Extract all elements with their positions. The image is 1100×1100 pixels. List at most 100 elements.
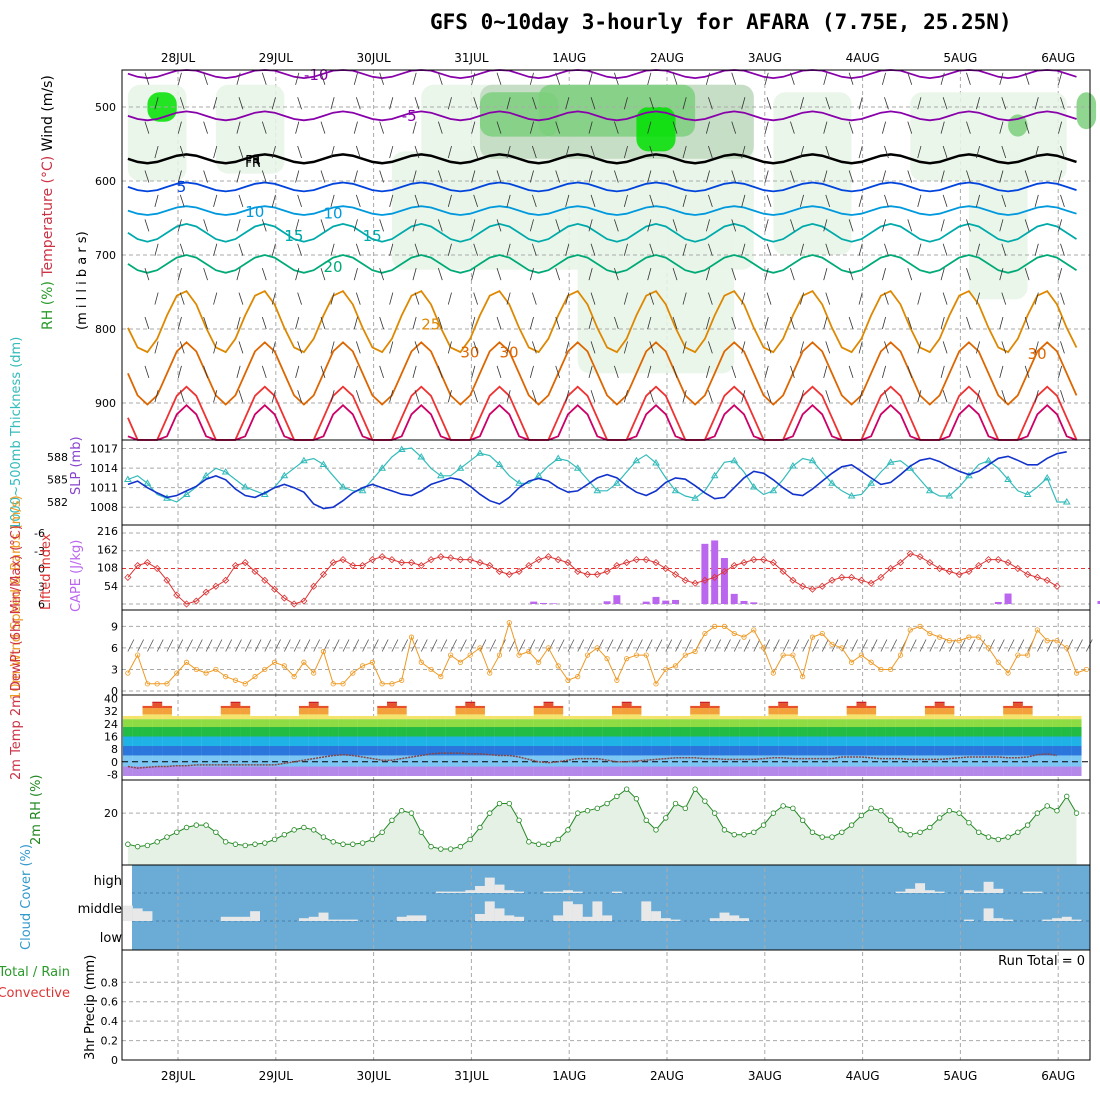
wind-barb-10m (1056, 639, 1064, 652)
wind-speed-marker (399, 677, 405, 683)
temp-band (768, 745, 779, 756)
rh-marker (457, 843, 464, 850)
temp-band (631, 736, 642, 746)
wind-barb-10m (909, 639, 917, 652)
wind-barb-10m (782, 639, 790, 652)
temp-band (915, 755, 926, 767)
wind-barb (672, 316, 678, 330)
wind-barb (295, 121, 300, 134)
temp-band (944, 708, 955, 715)
rh-marker (350, 841, 356, 847)
temp-band (533, 714, 544, 720)
temp-band (846, 714, 857, 720)
wind-barb (297, 243, 302, 256)
temp-band (318, 705, 329, 709)
wind-barb (708, 341, 713, 354)
rh-marker (213, 829, 219, 835)
wind-barb (389, 194, 394, 208)
temp-band (856, 714, 867, 720)
wind-barb (236, 365, 241, 378)
temp-band (465, 714, 476, 720)
wind-barb (295, 365, 300, 378)
wind-speed-marker (721, 623, 728, 629)
cloud-bar (504, 915, 515, 921)
lifted-index-marker (359, 561, 367, 570)
temp-band (455, 727, 466, 737)
temp-band (338, 755, 349, 767)
temp-band (201, 745, 212, 756)
wind-barb (144, 316, 150, 330)
temp-band (709, 719, 720, 728)
precip-total-label: Total / Rain (0, 965, 70, 980)
wind-barb (649, 341, 655, 354)
wind-barb (565, 194, 570, 208)
temp-band (817, 755, 828, 767)
temp-band (788, 719, 798, 728)
temp-band (377, 708, 388, 715)
temp-band (142, 766, 153, 776)
rh-marker (966, 819, 972, 826)
wind-barb (389, 292, 394, 305)
wind-barb (236, 219, 241, 232)
temp-band (748, 766, 759, 776)
temp-band (739, 736, 750, 746)
wind-barb (1058, 170, 1063, 183)
wind-barb (649, 243, 655, 256)
rh-marker (643, 817, 649, 824)
temp-band (181, 745, 192, 756)
temp-band (1032, 736, 1043, 746)
temp-band (670, 745, 681, 756)
temp-band (279, 727, 290, 737)
temp-band (572, 766, 583, 776)
temp-band (347, 766, 358, 776)
temp-band (739, 766, 750, 776)
wind-speed-marker (457, 659, 463, 665)
isotherm-label: 10 (245, 203, 264, 221)
panel-frame (121, 949, 1091, 1061)
lifted-index-marker (319, 570, 328, 578)
temp-band (367, 719, 378, 728)
wind-barb (353, 268, 358, 281)
temp-band (426, 727, 437, 737)
cloud-bar (572, 891, 583, 893)
temp-band (308, 719, 319, 728)
thickness-marker (1004, 475, 1012, 482)
temp-band (455, 719, 466, 728)
temp-band (465, 755, 476, 767)
wind-speed-marker (868, 659, 874, 665)
wind-barb-10m (342, 639, 350, 652)
wind-barb (473, 97, 479, 110)
wind-barb (731, 365, 737, 378)
temp-band (836, 727, 847, 737)
wind-barb (414, 97, 420, 110)
temp-band (1012, 703, 1023, 709)
slp-tick-label: 1017 (90, 443, 118, 456)
temp-band (543, 755, 554, 767)
cloud-bar (484, 877, 495, 893)
wind-barb (565, 390, 570, 403)
temp-band (993, 755, 1004, 767)
temp-band (602, 719, 613, 728)
temp-band (181, 736, 192, 746)
temp-band (406, 715, 417, 720)
thickness-tick-label: 582 (47, 496, 68, 509)
rh-marker (731, 831, 737, 838)
wind-barb (708, 194, 713, 208)
temp-band (944, 727, 955, 737)
lifted-index-marker (926, 559, 934, 567)
wind-barb (647, 316, 652, 330)
temp-band (435, 766, 446, 776)
temp-band (699, 708, 710, 715)
lifted-index-marker (525, 561, 533, 570)
temp-tick-label: 0 (111, 756, 118, 769)
temp-band (152, 719, 163, 728)
thickness-marker (573, 464, 582, 471)
temp-band (416, 719, 427, 728)
temp-band (328, 755, 339, 767)
lifted-index-marker (896, 559, 905, 567)
cloud-bar (964, 890, 974, 893)
cape-bar (750, 602, 758, 604)
wind-speed-marker (428, 666, 434, 673)
thickness-marker (221, 468, 230, 475)
